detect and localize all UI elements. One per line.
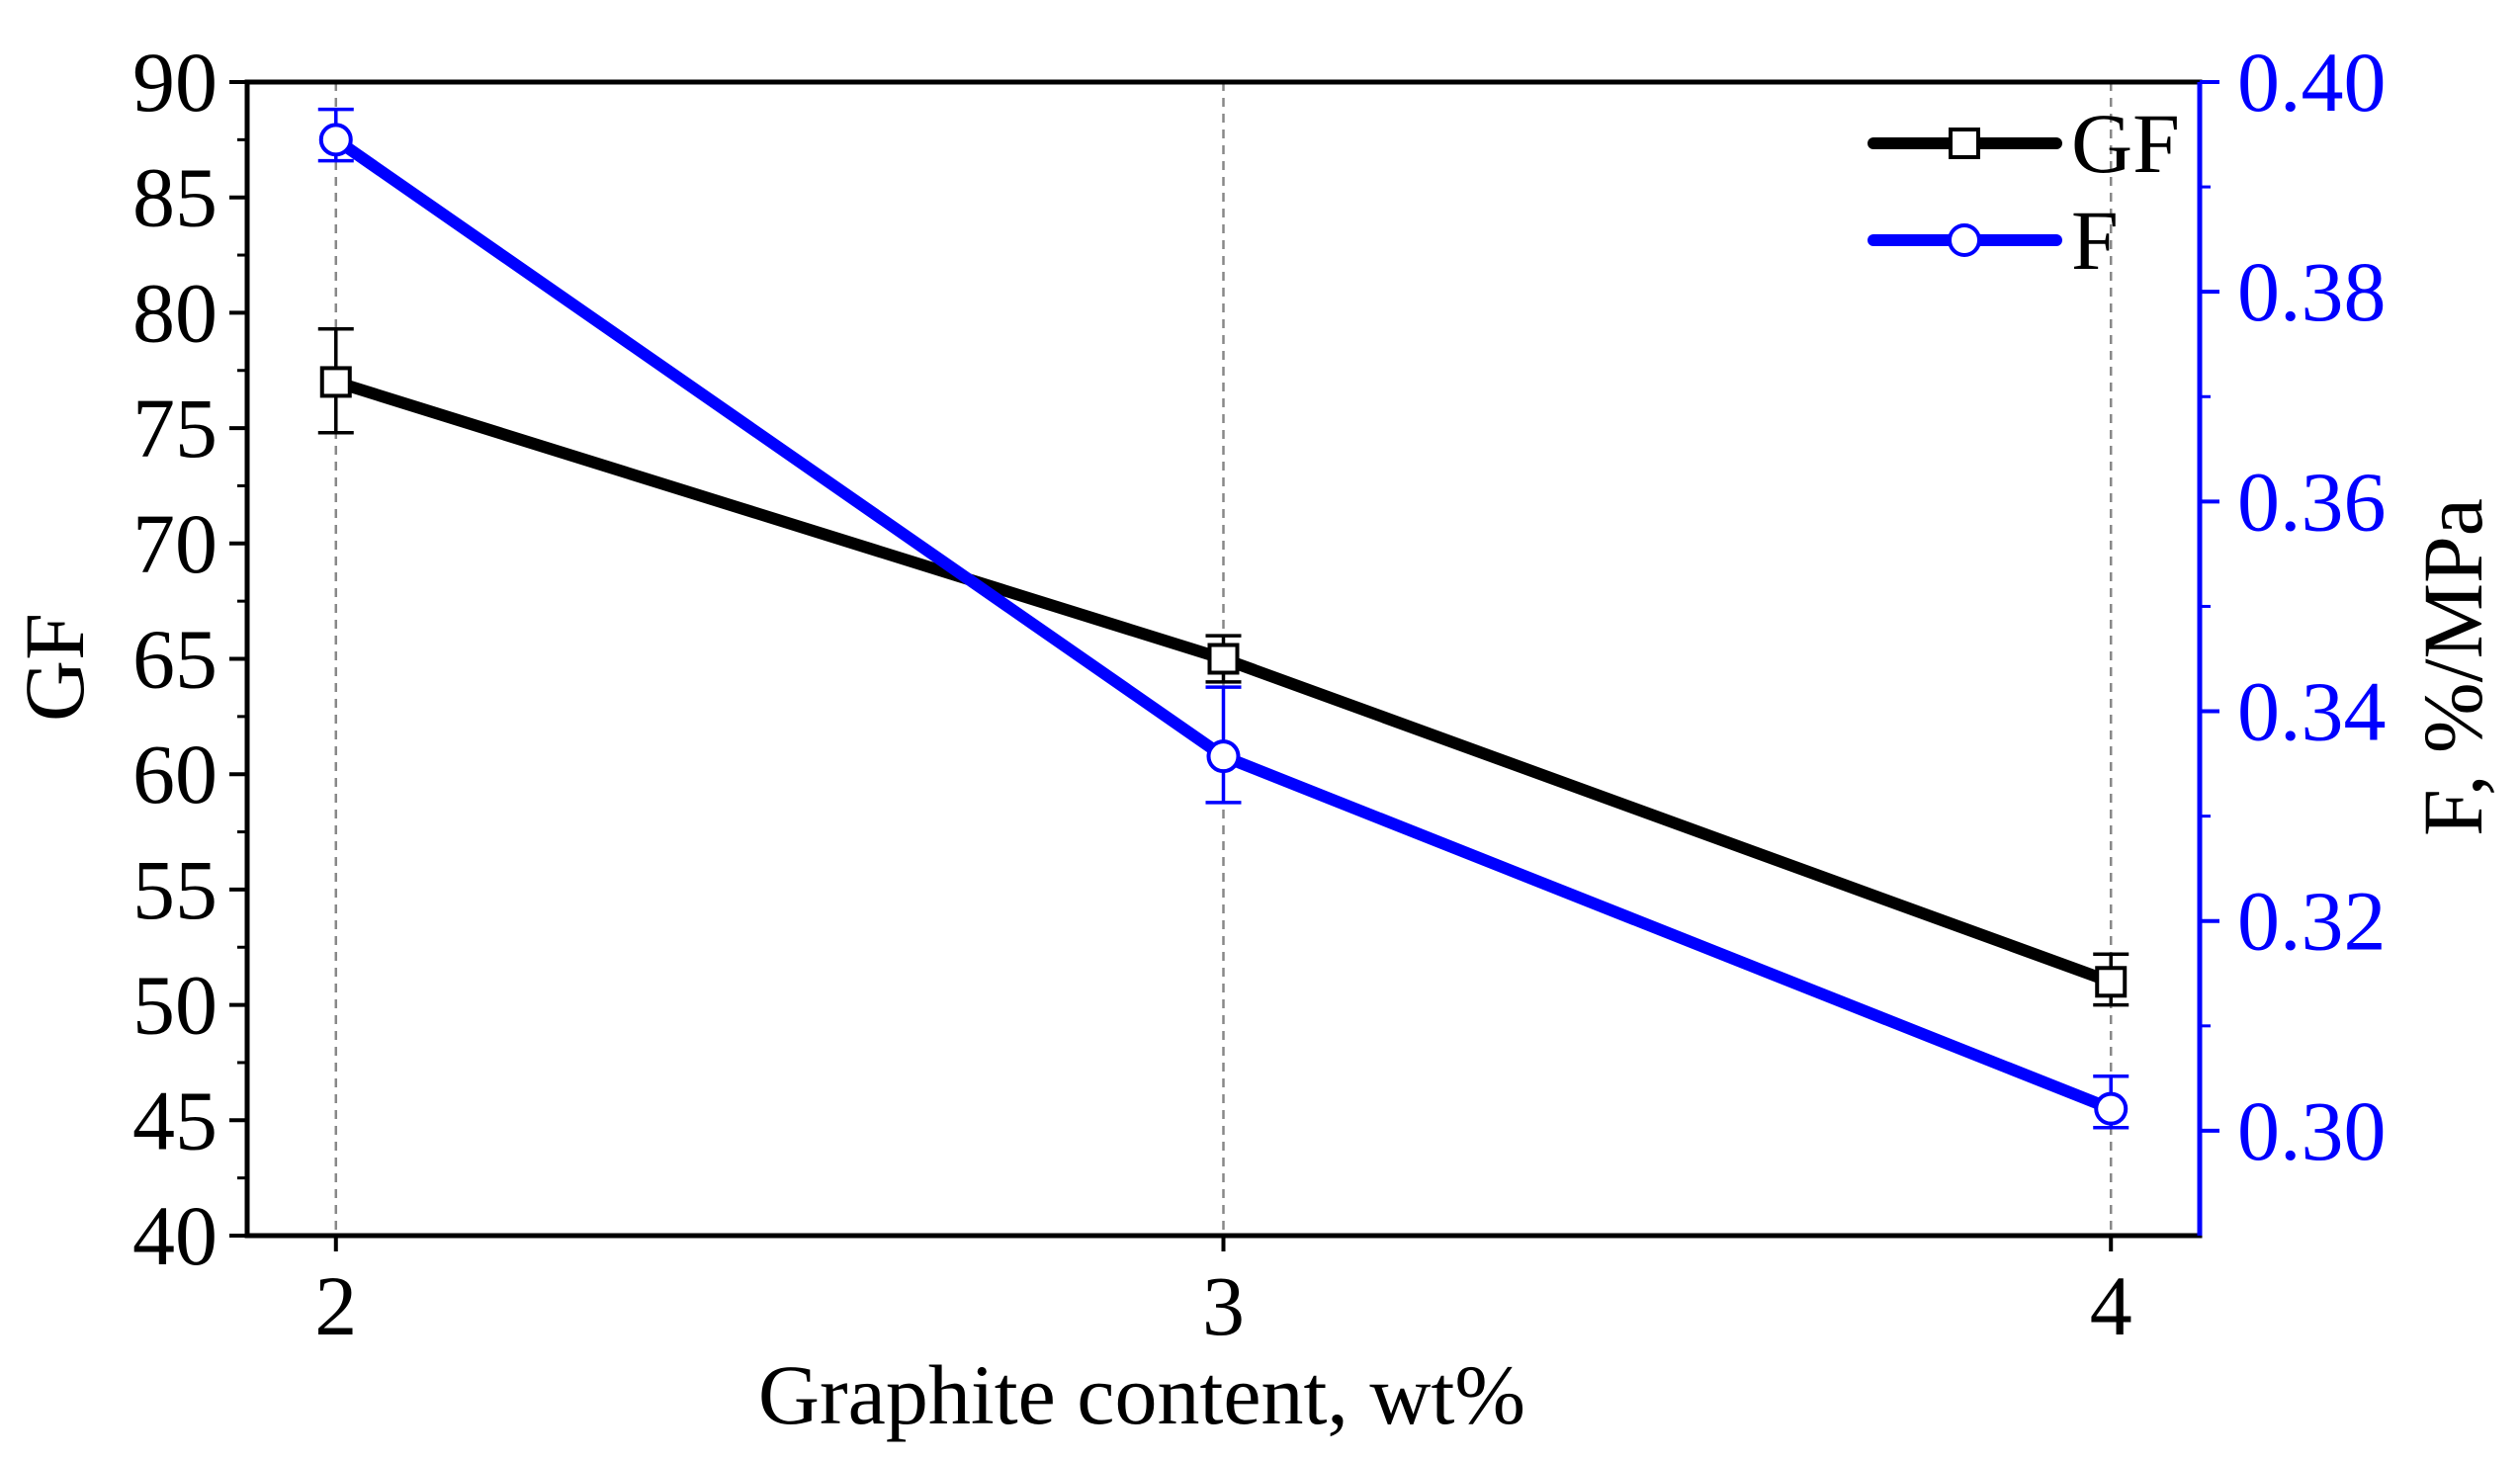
right-axis-title: F, %/MPa	[2405, 498, 2500, 836]
y-left-tick-label: 45	[132, 1073, 217, 1167]
y-left-tick-label: 85	[132, 150, 217, 245]
ticks-layer: 2 3 4 40 45 50 55 60 65 70 75 80 85 90 0.30 0.32 0.34 0.3…	[132, 35, 2387, 1353]
data-point	[1207, 643, 1240, 675]
y-left-tick-label: 75	[132, 381, 217, 475]
x-tick-label: 3	[1202, 1258, 1245, 1353]
y-right-tick-label: 0.32	[2237, 874, 2387, 969]
x-axis-title: Graphite content, wt%	[758, 1347, 1525, 1442]
y-left-tick-label: 50	[132, 958, 217, 1053]
y-right-tick-label: 0.30	[2237, 1083, 2387, 1178]
legend-label: GF	[2071, 96, 2180, 191]
legend-marker	[1948, 223, 1981, 257]
data-point	[2095, 966, 2128, 998]
y-right-tick-label: 0.40	[2237, 35, 2387, 129]
legend: GFF	[1868, 96, 2180, 288]
left-axis-title: GF	[7, 613, 102, 722]
x-tick-label: 4	[2090, 1258, 2132, 1353]
series-gf	[317, 326, 2129, 1007]
legend-marker	[1949, 128, 1980, 159]
y-left-tick-label: 70	[132, 496, 217, 591]
data-point	[319, 366, 352, 398]
series-f	[317, 107, 2129, 1130]
legend-item-f: F	[1868, 193, 2119, 288]
x-tick-label: 2	[314, 1258, 357, 1353]
series-layer	[317, 107, 2129, 1130]
data-point	[318, 123, 353, 157]
y-left-tick-label: 55	[132, 842, 217, 937]
y-left-tick-label: 65	[132, 612, 217, 707]
y-left-tick-label: 80	[132, 265, 217, 360]
y-left-tick-label: 40	[132, 1188, 217, 1283]
y-left-tick-label: 90	[132, 35, 217, 129]
y-left-tick-label: 60	[132, 727, 217, 821]
y-right-tick-label: 0.36	[2237, 454, 2387, 549]
data-point	[2094, 1091, 2129, 1126]
data-point	[1206, 739, 1241, 774]
legend-item-gf: GF	[1868, 96, 2180, 191]
y-right-tick-label: 0.34	[2237, 664, 2387, 759]
y-right-tick-label: 0.38	[2237, 244, 2387, 339]
legend-label: F	[2071, 193, 2119, 288]
